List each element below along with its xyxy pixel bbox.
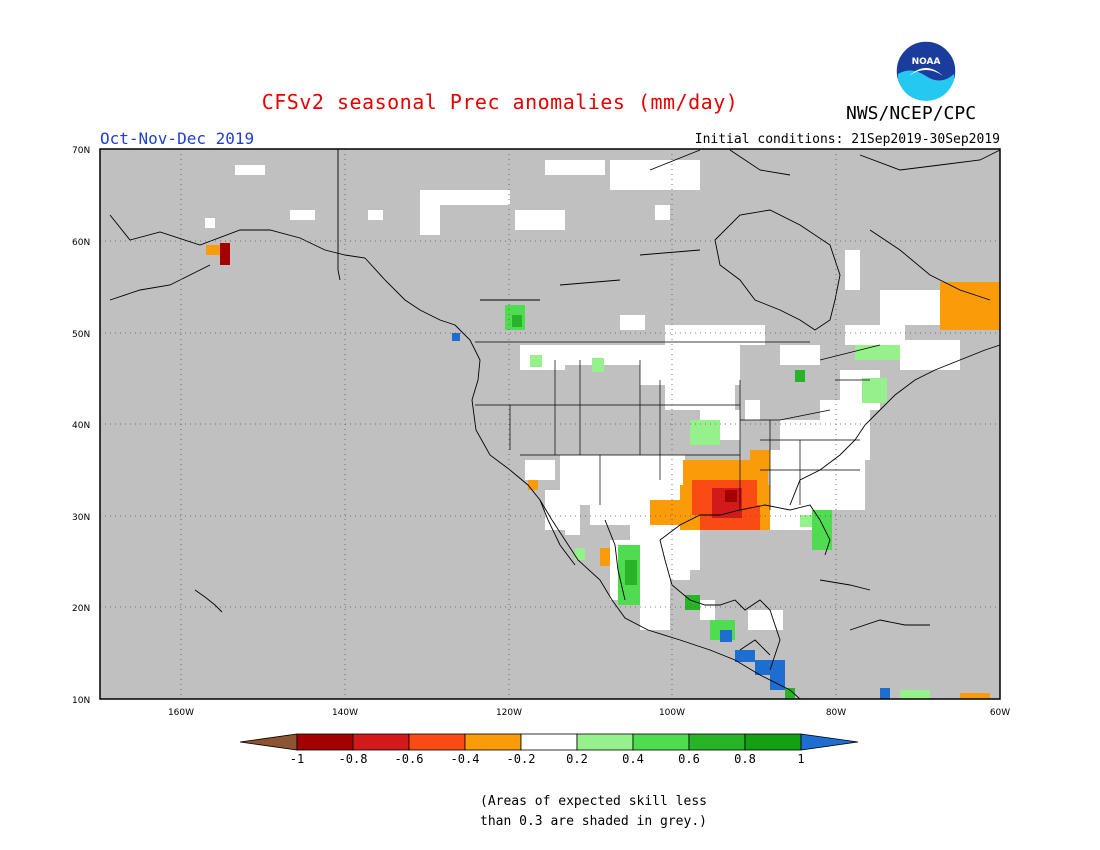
colorbar-bin [296, 733, 354, 751]
colorbar-bin [576, 733, 634, 751]
colorbar-tick-label: -0.2 [507, 752, 536, 766]
lat-label: 60N [72, 238, 90, 248]
colorbar-bin [408, 733, 466, 751]
lat-label: 40N [72, 421, 90, 431]
colorbar-tick-label: 0.4 [622, 752, 644, 766]
graticule [100, 149, 1000, 699]
lat-label: 70N [72, 146, 90, 156]
colorbar-tick-label: -0.4 [451, 752, 480, 766]
initial-conditions: Initial conditions: 21Sep2019-30Sep2019 [694, 132, 1000, 147]
noaa-logo: NOAA [895, 40, 957, 102]
lat-label: 30N [72, 513, 90, 523]
skill-note: (Areas of expected skill less than 0.3 a… [480, 794, 707, 829]
colorbar-arrow-low [239, 733, 298, 751]
colorbar-tick-label: 0.2 [566, 752, 588, 766]
colorbar-tick-label: -0.6 [395, 752, 424, 766]
map-title: CFSv2 seasonal Prec anomalies (mm/day) [261, 90, 739, 114]
agency-label: NWS/NCEP/CPC [846, 103, 977, 124]
wet-anomaly-regions [452, 305, 930, 699]
lat-label: 10N [72, 696, 90, 706]
lon-label: 60W [990, 708, 1010, 718]
map-border [99, 148, 1001, 700]
colorbar-tick-label: 1 [797, 752, 804, 766]
colorbar-bin [632, 733, 690, 751]
lat-label: 20N [72, 604, 90, 614]
colorbar-bin [744, 733, 802, 751]
colorbar-tick-label: -1 [290, 752, 304, 766]
svg-text:NOAA: NOAA [912, 57, 941, 67]
colorbar-bin [520, 733, 578, 751]
colorbar-bin [464, 733, 522, 751]
colorbar-bin [688, 733, 746, 751]
lon-label: 100W [659, 708, 685, 718]
lat-label: 50N [72, 330, 90, 340]
colorbar-tick-label: 0.8 [734, 752, 756, 766]
coastlines [109, 149, 1001, 700]
colorbar: -1 -0.8 -0.6 -0.4 -0.2 0.2 0.4 0.6 0.8 1 [239, 733, 859, 766]
colorbar-tick-label: 0.6 [678, 752, 700, 766]
lon-label: 120W [496, 708, 522, 718]
lon-label: 80W [826, 708, 846, 718]
forecast-period: Oct-Nov-Dec 2019 [100, 129, 255, 148]
state-borders [475, 341, 881, 510]
lon-label: 160W [168, 708, 194, 718]
colorbar-arrow-high [800, 733, 859, 751]
colorbar-bin [352, 733, 410, 751]
colorbar-tick-label: -0.8 [339, 752, 368, 766]
lon-label: 140W [332, 708, 358, 718]
